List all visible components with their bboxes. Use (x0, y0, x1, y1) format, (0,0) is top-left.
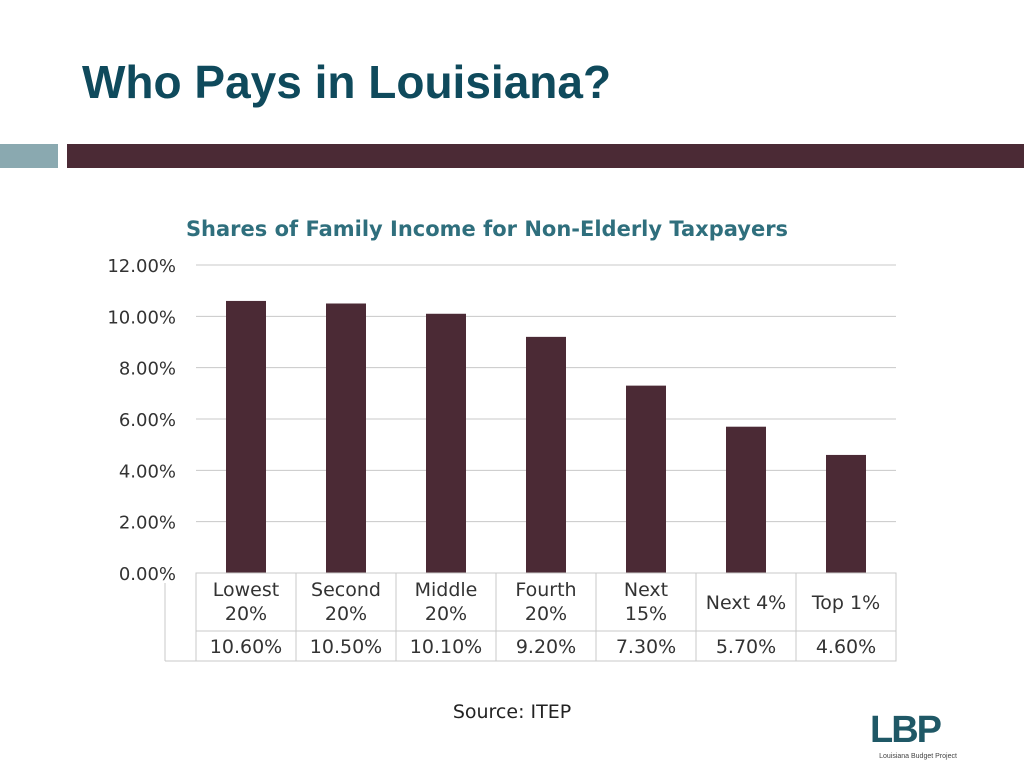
category-label: Next (624, 579, 668, 601)
data-label: 4.60% (816, 636, 876, 658)
category-label: 20% (525, 603, 567, 625)
source-note: Source: ITEP (452, 701, 572, 723)
lbp-logo: LBP Louisiana Budget Project (870, 709, 957, 760)
y-tick-label: 6.00% (119, 410, 176, 431)
data-label: 10.50% (310, 636, 382, 658)
data-label: 7.30% (616, 636, 676, 658)
chart-title: Shares of Family Income for Non-Elderly … (186, 217, 788, 241)
y-tick-label: 4.00% (119, 461, 176, 482)
bar (326, 303, 366, 573)
accent-block (0, 144, 58, 168)
y-tick-label: 0.00% (119, 564, 176, 585)
data-label: 9.20% (516, 636, 576, 658)
category-label: Middle (415, 579, 478, 601)
data-label: 10.60% (210, 636, 282, 658)
logo-mark: LBP (870, 709, 942, 751)
category-label: 20% (325, 603, 367, 625)
data-label: 5.70% (716, 636, 776, 658)
y-tick-label: 8.00% (119, 359, 176, 380)
y-tick-label: 10.00% (107, 307, 176, 328)
category-label: 20% (225, 603, 267, 625)
category-label: Fourth (515, 579, 576, 601)
data-table-border (195, 572, 897, 662)
category-label: Lowest (213, 579, 279, 601)
category-label: 20% (425, 603, 467, 625)
category-label: 15% (625, 603, 667, 625)
logo-caption: Louisiana Budget Project (879, 753, 957, 760)
bar (426, 313, 466, 573)
slide-title: Who Pays in Louisiana? (82, 56, 612, 108)
bar (626, 385, 666, 573)
data-label: 10.10% (410, 636, 482, 658)
accent-bar (67, 144, 1024, 168)
category-label: Next 4% (706, 592, 786, 614)
bar (526, 336, 566, 573)
bar (226, 300, 266, 573)
y-tick-label: 12.00% (107, 256, 176, 277)
bar-chart: Shares of Family Income for Non-Elderly … (107, 217, 897, 662)
y-tick-label: 2.00% (119, 513, 176, 534)
bar (726, 426, 766, 573)
category-label: Second (311, 579, 381, 601)
category-label: Top 1% (811, 592, 880, 614)
bar (826, 454, 866, 573)
